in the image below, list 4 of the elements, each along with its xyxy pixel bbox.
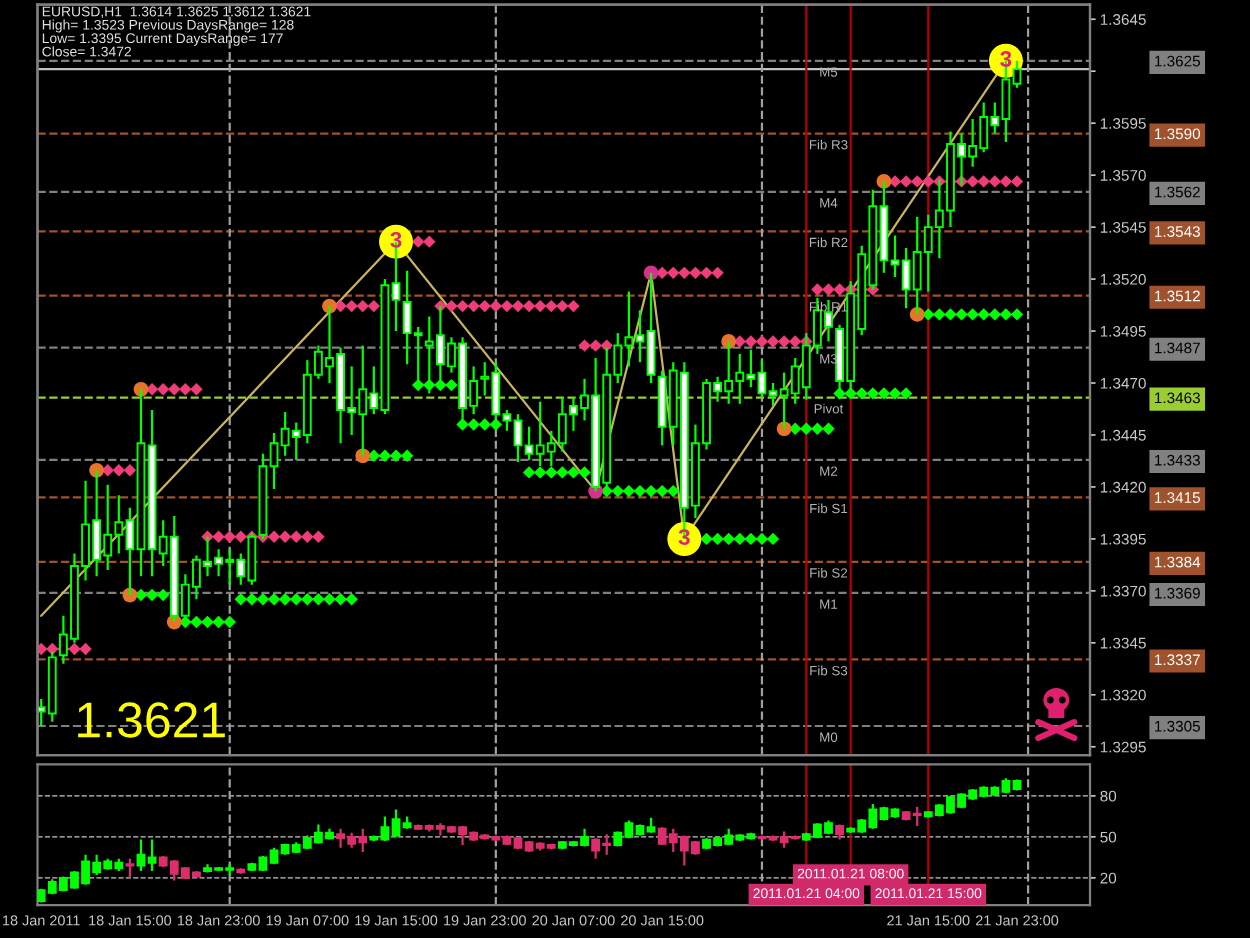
annotation: 3 (1000, 51, 1012, 67)
annotation: 3 (390, 231, 402, 248)
annotation: 1.3621 (78, 702, 225, 738)
annotation: 3 (678, 529, 690, 545)
